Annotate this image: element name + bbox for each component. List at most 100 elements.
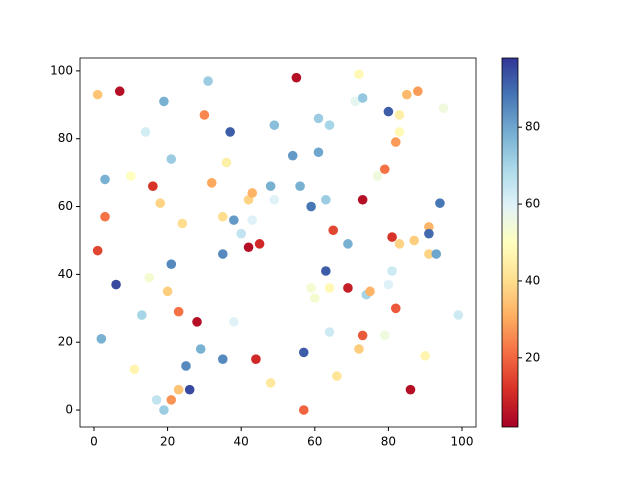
scatter-point <box>424 228 434 239</box>
scatter-point <box>96 334 107 344</box>
scatter-point <box>192 317 202 327</box>
scatter-point <box>354 344 364 354</box>
scatter-point <box>151 395 162 405</box>
scatter-point <box>155 198 166 208</box>
scatter-point <box>269 120 280 130</box>
scatter-point <box>177 218 188 229</box>
y-tick-label: 100 <box>50 63 73 77</box>
scatter-point <box>159 405 169 415</box>
scatter-point <box>328 225 339 236</box>
scatter-point <box>166 259 177 270</box>
scatter-point <box>184 384 195 395</box>
axes-frame <box>79 57 477 428</box>
y-tick-label: 80 <box>58 131 73 145</box>
scatter-point <box>390 303 401 314</box>
scatter-point <box>221 157 232 168</box>
scatter-point <box>129 364 140 375</box>
scatter-point <box>313 113 324 124</box>
scatter-point <box>144 272 154 283</box>
x-tick-label: 100 <box>451 435 474 449</box>
scatter-point <box>217 354 228 364</box>
scatter-point <box>409 235 419 246</box>
scatter-point <box>453 310 464 320</box>
scatter-point <box>148 181 158 192</box>
plot-area <box>92 69 464 415</box>
scatter-point <box>199 110 210 120</box>
scatter-point <box>332 371 342 381</box>
scatter-point <box>306 201 316 212</box>
x-tick-label: 80 <box>381 435 396 449</box>
scatter-point <box>357 330 368 341</box>
scatter-point <box>357 93 368 103</box>
scatter-point <box>431 249 442 259</box>
y-tick-label: 20 <box>58 335 73 349</box>
scatter-point <box>195 344 206 354</box>
scatter-point <box>394 127 405 137</box>
scatter-point <box>217 249 228 259</box>
scatter-point <box>229 215 239 225</box>
scatter-point <box>306 283 316 293</box>
scatter-point <box>111 279 121 290</box>
scatter-point <box>321 266 331 276</box>
x-tick-label: 20 <box>160 435 175 449</box>
scatter-point <box>247 188 258 198</box>
scatter-point <box>343 239 353 249</box>
scatter-point <box>229 317 239 327</box>
scatter-point <box>383 106 394 117</box>
scatter-point <box>159 96 169 107</box>
scatter-point <box>247 215 258 225</box>
scatter-point <box>394 110 405 120</box>
scatter-point <box>206 178 217 188</box>
scatter-point <box>402 89 412 100</box>
scatter-point <box>92 89 103 100</box>
scatter-point <box>387 266 397 276</box>
scatter-point <box>324 120 335 130</box>
scatter-point <box>372 171 383 181</box>
scatter-point <box>354 69 364 80</box>
scatter-point <box>225 127 235 137</box>
scatter-point <box>173 306 184 317</box>
scatter-point <box>269 194 280 205</box>
colorbar <box>501 57 519 428</box>
scatter-point <box>265 181 276 192</box>
scatter-point <box>217 211 228 222</box>
scatter-point <box>298 347 309 358</box>
scatter-point <box>321 194 331 205</box>
scatter-point <box>387 232 397 242</box>
scatter-point <box>173 384 184 395</box>
scatter-point <box>100 211 110 222</box>
scatter-point <box>298 405 309 415</box>
scatter-point <box>435 198 445 208</box>
scatter-point <box>181 361 191 371</box>
scatter-point <box>265 378 276 388</box>
y-tick-label: 40 <box>58 267 73 281</box>
y-tick-label: 0 <box>65 403 73 417</box>
scatter-point <box>324 327 335 337</box>
scatter-point <box>125 171 136 181</box>
scatter-point <box>438 103 449 113</box>
scatter-point <box>324 283 335 293</box>
scatter-point <box>140 127 151 137</box>
scatter-point <box>413 86 423 97</box>
scatter-point <box>295 181 305 192</box>
colorbar-tick-label: 40 <box>525 273 540 287</box>
y-tick-label: 60 <box>58 199 73 213</box>
scatter-point <box>394 239 405 249</box>
scatter-point <box>251 354 261 364</box>
scatter-point <box>137 310 147 320</box>
x-tick-label: 40 <box>234 435 249 449</box>
scatter-point <box>424 249 434 259</box>
scatter-point <box>379 164 390 175</box>
scatter-point <box>166 154 177 164</box>
scatter-point <box>313 147 324 158</box>
scatter-point <box>390 137 401 147</box>
colorbar-tick-label: 80 <box>525 120 540 134</box>
scatter-point <box>310 293 320 303</box>
scatter-point <box>162 286 173 297</box>
scatter-point <box>114 86 125 97</box>
scatter-point <box>166 395 177 405</box>
colorbar-tick-label: 60 <box>525 197 540 211</box>
scatter-point <box>291 72 302 83</box>
scatter-point <box>203 76 213 86</box>
